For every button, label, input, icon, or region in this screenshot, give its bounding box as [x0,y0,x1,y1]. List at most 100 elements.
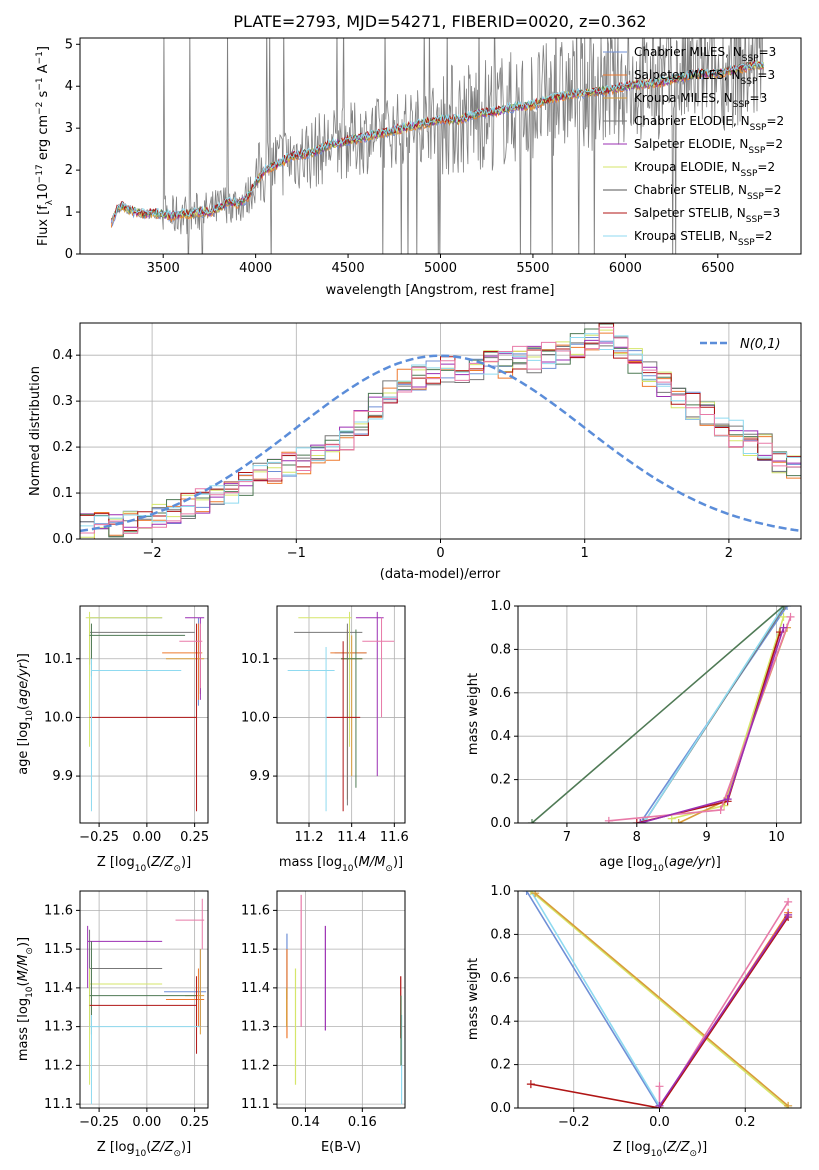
y-tick-label: 1 [65,205,73,220]
x-tick-label: −0.25 [79,830,119,845]
weight-marker [526,891,535,895]
x-axis-label: age [log10(age/yr)] [599,855,721,874]
normal-curve [80,354,801,533]
axes-frame [79,890,209,1109]
x-tick-label: 11.2 [295,830,324,845]
y-tick-label: 0.0 [52,532,73,547]
y-tick-label: 10.0 [241,710,270,725]
weight-marker [632,819,641,823]
page-title: PLATE=2793, MJD=54271, FIBERID=0020, z=0… [233,12,647,31]
axes-frame [79,605,209,824]
y-tick-label: 11.2 [44,1058,73,1073]
y-tick-label: 0.4 [490,1014,511,1029]
y-tick-label: 0.6 [490,686,511,701]
weight-line [530,916,789,1108]
weight-marker [526,1080,535,1089]
legend-label: Chabrier STELIB, NSSP=2 [634,183,782,202]
age-vs-Z: −0.25 0.00 0.25 9.9 10.0 10.1 Z [log10(Z/Z⊙)] a… [16,605,209,874]
y-axis-label: mass weight [466,673,481,755]
x-tick-label: −1 [287,546,306,561]
y-tick-label: 0.8 [490,642,511,657]
y-tick-label: 1.0 [490,599,511,614]
mass-vs-Z-plot-area [80,891,208,1108]
y-tick-label: 9.9 [52,769,73,784]
x-tick-label: 0.16 [348,1115,377,1130]
y-tick-label: 5 [65,37,73,52]
x-tick-label: 9 [703,830,711,845]
weight-marker [780,606,789,610]
x-tick-label: 10 [768,830,785,845]
y-axis-label: Flux [fλ10−17 erg cm−2 s−1 A−1] [35,46,55,246]
histogram-series [80,336,801,539]
y-tick-label: 11.2 [241,1058,270,1073]
y-tick-label: 0.4 [490,729,511,744]
x-axis-label: Z [log10(Z/Z⊙)] [613,1140,707,1159]
weight-line [658,901,789,1108]
weight-marker [531,891,540,898]
legend-label: Salpeter STELIB, NSSP=3 [634,206,780,225]
y-tick-label: 0.2 [52,440,73,455]
histogram-series [80,333,801,539]
legend-label: N(0,1) [740,337,781,352]
x-tick-label: −0.2 [558,1115,590,1130]
x-tick-label: 0.25 [180,830,209,845]
weight-line [644,606,785,822]
y-tick-label: 1.0 [490,884,511,899]
axes-frame [276,890,406,1109]
spectrum-plot-area [110,38,765,254]
legend-label: Salpeter MILES, NSSP=3 [634,68,775,87]
weight-line [531,606,785,823]
y-tick-label: 11.6 [241,903,270,918]
model-spectrum-line [111,60,765,223]
x-tick-label: 0.14 [291,1115,320,1130]
legend-label: Chabrier ELODIE, NSSP=2 [634,114,784,133]
weight-marker [655,1082,664,1091]
weight-marker [784,910,793,919]
x-tick-label: 0.25 [180,1115,209,1130]
x-tick-label: 4000 [239,261,272,276]
age-vs-mass-plot-area [277,606,405,823]
weight-marker [655,1101,664,1108]
y-tick-label: 11.1 [241,1097,270,1112]
y-tick-label: 11.3 [241,1020,270,1035]
histogram-series [80,329,801,539]
weight-marker [636,819,645,823]
axes-frame [276,605,406,824]
weight-marker [779,612,788,621]
data-spectrum [111,38,765,254]
y-tick-label: 0.1 [52,486,73,501]
weight-marker [527,819,536,823]
x-axis-label: wavelength [Angstrom, rest frame] [326,283,555,298]
weight-marker [786,612,795,621]
weight-marker [667,814,676,823]
legend-label: Kroupa STELIB, NSSP=2 [634,229,772,248]
y-tick-label: 11.6 [44,903,73,918]
x-tick-label: 0.2 [735,1115,756,1130]
x-tick-label: 11.4 [337,830,366,845]
weight-line [530,891,789,1108]
y-axis-label: mass [log10(M/M⊙)] [16,937,35,1061]
weight-vs-age: 7 8 9 10 0.0 0.2 0.4 0.6 0.8 1.0 age [log10(age/yr… [466,599,802,874]
x-tick-label: 0.0 [649,1115,670,1130]
weight-marker [723,795,732,804]
x-axis-label: Z [log10(Z/Z⊙)] [97,855,191,874]
weight-marker [674,819,683,823]
x-tick-label: 6500 [701,261,734,276]
weight-marker [784,1101,793,1108]
weight-marker [784,897,793,906]
y-tick-label: 3 [65,121,73,136]
y-tick-label: 11.5 [44,942,73,957]
histogram-series [80,336,801,539]
weight-line [534,892,789,1107]
y-tick-label: 9.9 [249,769,270,784]
axes-frame [517,605,802,824]
y-tick-label: 10.1 [241,652,270,667]
spectrum: 3500 4000 4500 5000 5500 6000 6500 0 1 2 3 4 5 Chabri… [35,37,802,298]
y-axis-label: Normed distribution [28,366,43,496]
weight-vs-Z-plot-area [518,891,801,1108]
x-tick-label: −2 [143,546,162,561]
x-tick-label: 8 [633,830,641,845]
y-tick-label: 2 [65,163,73,178]
y-tick-label: 0.6 [490,971,511,986]
legend-label: Kroupa MILES, NSSP=3 [634,91,767,110]
